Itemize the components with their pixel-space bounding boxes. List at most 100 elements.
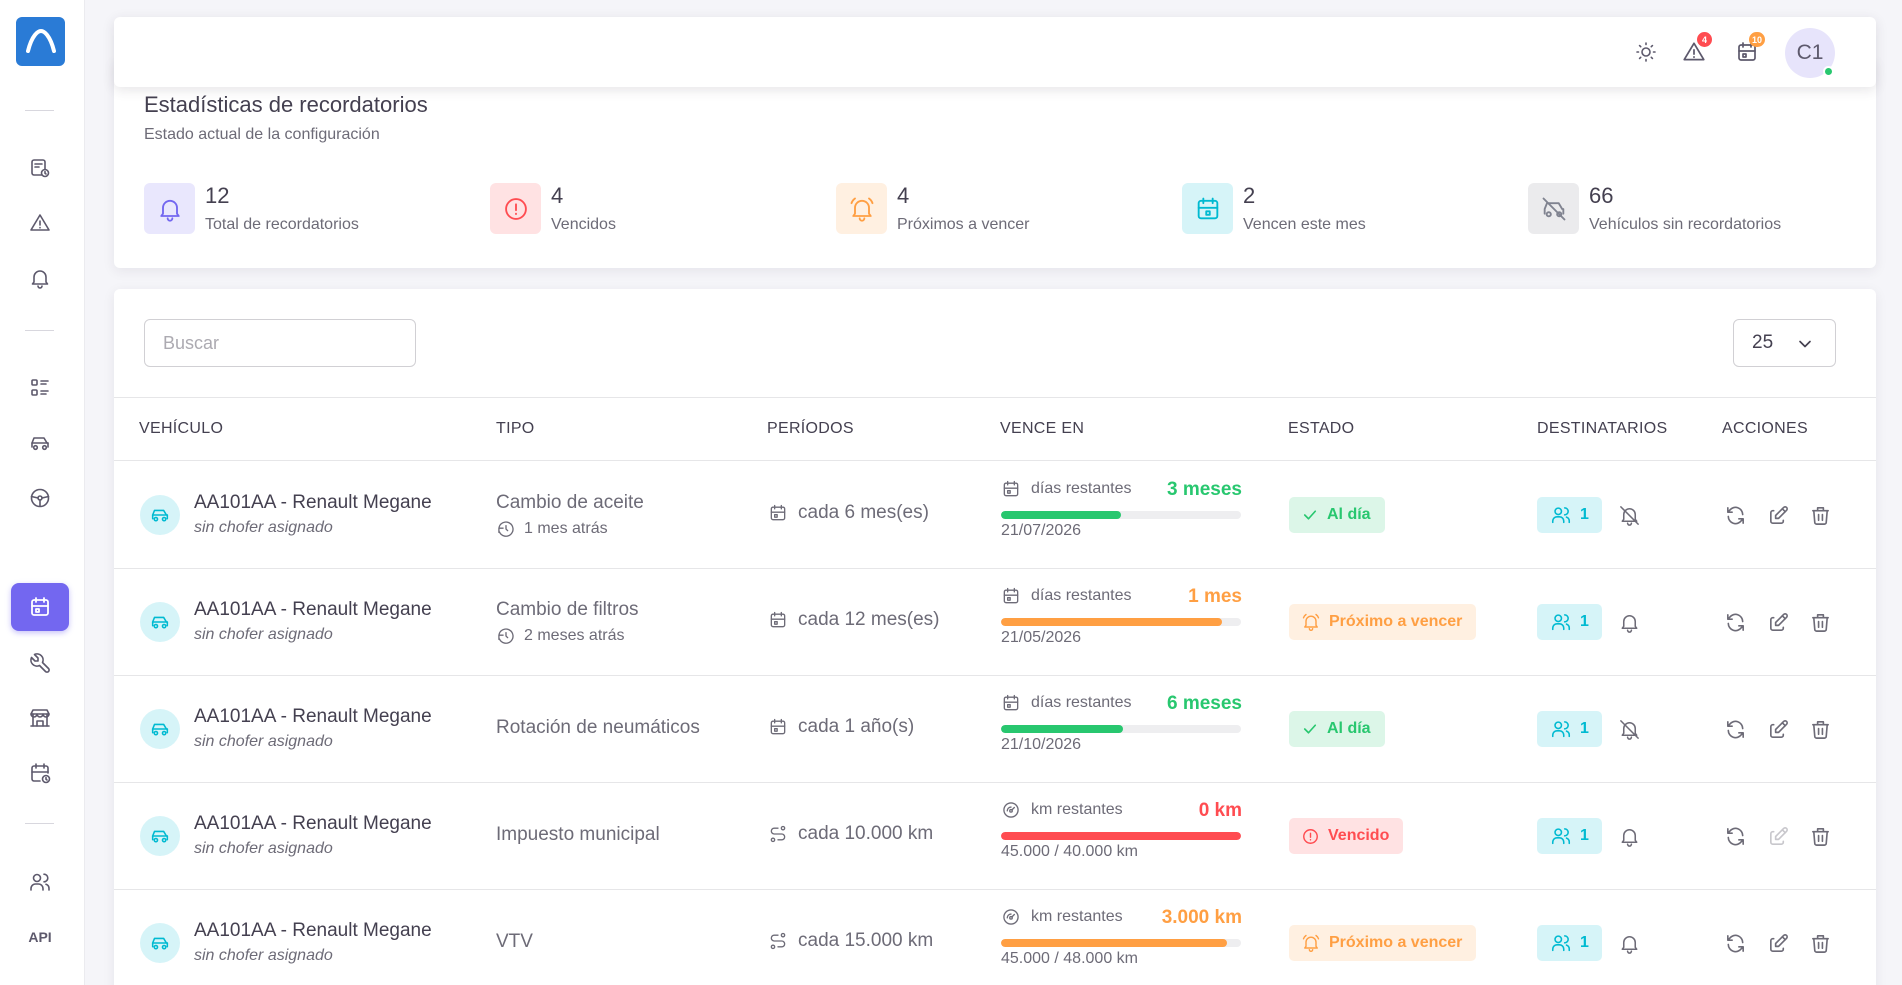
search-input[interactable] <box>144 319 416 367</box>
recipients-button[interactable]: 1 <box>1537 711 1602 747</box>
table-row: AA101AA - Renault Megane sin chofer asign… <box>114 676 1876 783</box>
sidebar-item-drivers[interactable] <box>24 482 56 514</box>
column-header[interactable]: TIPO <box>496 420 535 437</box>
sidebar-item-workshops[interactable] <box>24 702 56 734</box>
theme-toggle-button[interactable] <box>1630 36 1662 68</box>
page-size-select[interactable]: 25 <box>1733 319 1836 367</box>
vehicle-name[interactable]: AA101AA - Renault Megane <box>194 920 432 941</box>
due-progress-fill <box>1001 939 1227 947</box>
period-text: cada 1 año(s) <box>798 716 915 737</box>
stat-label: Vencidos <box>551 216 616 233</box>
sidebar-item-users[interactable] <box>24 866 56 898</box>
due-progress-fill <box>1001 511 1121 519</box>
due-label: días restantes <box>1001 693 1132 713</box>
steering-wheel-icon <box>28 486 52 510</box>
column-header[interactable]: VEHÍCULO <box>139 420 224 437</box>
stat-label: Total de recordatorios <box>205 216 359 233</box>
refresh-icon <box>1724 718 1747 741</box>
wrench-icon <box>28 651 52 675</box>
sidebar: API <box>0 0 85 985</box>
vehicle-name[interactable]: AA101AA - Renault Megane <box>194 492 432 513</box>
due-remaining: 3.000 km <box>1161 907 1242 928</box>
calendar-icon <box>768 610 788 630</box>
stat-value: 12 <box>205 183 230 208</box>
recipients-button[interactable]: 1 <box>1537 818 1602 854</box>
column-header[interactable]: ESTADO <box>1288 420 1355 437</box>
app-logo[interactable] <box>16 17 65 66</box>
users-icon <box>1550 932 1572 954</box>
delete-button[interactable] <box>1807 716 1833 742</box>
calendar-notifications-button[interactable]: 10 <box>1731 32 1765 68</box>
renew-button[interactable] <box>1722 609 1748 635</box>
table-row: AA101AA - Renault Megane sin chofer asign… <box>114 462 1876 569</box>
edit-icon <box>1767 504 1790 527</box>
bell-off-icon <box>1618 718 1641 741</box>
delete-button[interactable] <box>1807 823 1833 849</box>
history-icon <box>496 519 516 539</box>
bell-ringing-icon <box>1301 612 1321 632</box>
delete-button[interactable] <box>1807 502 1833 528</box>
column-header[interactable]: DESTINATARIOS <box>1537 420 1668 437</box>
bell-icon <box>1618 611 1641 634</box>
sidebar-divider <box>25 330 54 331</box>
reminders-table-card: 25 VEHÍCULO TIPO PERÍODOS VENCE EN ESTAD… <box>114 289 1876 985</box>
sidebar-item-alerts[interactable] <box>24 207 56 239</box>
renew-button[interactable] <box>1722 716 1748 742</box>
column-header[interactable]: VENCE EN <box>1000 420 1085 437</box>
user-avatar[interactable]: C1 <box>1785 28 1835 78</box>
sidebar-item-vehicles[interactable] <box>24 427 56 459</box>
notification-toggle[interactable] <box>1616 716 1642 742</box>
calendar-icon <box>28 595 52 619</box>
edit-button[interactable] <box>1765 502 1791 528</box>
vehicle-name[interactable]: AA101AA - Renault Megane <box>194 599 432 620</box>
vehicle-name[interactable]: AA101AA - Renault Megane <box>194 813 432 834</box>
due-progress-bar <box>1001 511 1241 519</box>
stats-subtitle: Estado actual de la configuración <box>144 126 380 143</box>
period-text: cada 12 mes(es) <box>798 609 940 630</box>
driver-name: sin chofer asignado <box>194 947 333 964</box>
period-text: cada 15.000 km <box>798 930 934 951</box>
renew-button[interactable] <box>1722 823 1748 849</box>
edit-button <box>1765 823 1791 849</box>
building-store-icon <box>28 706 52 730</box>
notification-toggle[interactable] <box>1616 930 1642 956</box>
edit-button[interactable] <box>1765 716 1791 742</box>
reminder-type: Cambio de aceite <box>496 492 644 513</box>
alert-circle-icon <box>1301 827 1320 846</box>
recipients-button[interactable]: 1 <box>1537 925 1602 961</box>
bell-icon <box>1618 932 1641 955</box>
sidebar-item-list[interactable] <box>24 372 56 404</box>
column-header[interactable]: PERÍODOS <box>767 420 854 437</box>
renew-button[interactable] <box>1722 502 1748 528</box>
period-text: cada 10.000 km <box>798 823 934 844</box>
vehicle-name[interactable]: AA101AA - Renault Megane <box>194 706 432 727</box>
due-label-text: km restantes <box>1031 908 1123 925</box>
recipients-button[interactable]: 1 <box>1537 497 1602 533</box>
check-icon <box>1301 720 1319 738</box>
status-text: Al día <box>1327 506 1371 523</box>
notification-toggle[interactable] <box>1616 502 1642 528</box>
status-badge: Al día <box>1289 497 1385 533</box>
renew-button[interactable] <box>1722 930 1748 956</box>
sidebar-item-maintenance[interactable] <box>24 647 56 679</box>
reminder-stats-card: Estadísticas de recordatorios Estado act… <box>114 60 1876 268</box>
recipients-button[interactable]: 1 <box>1537 604 1602 640</box>
status-badge: Próximo a vencer <box>1289 604 1477 640</box>
status-badge: Al día <box>1289 711 1385 747</box>
edit-button[interactable] <box>1765 609 1791 635</box>
sidebar-item-notifications[interactable] <box>24 262 56 294</box>
delete-button[interactable] <box>1807 609 1833 635</box>
alerts-button[interactable]: 4 <box>1678 32 1712 68</box>
reminder-period: cada 1 año(s) <box>768 716 914 738</box>
delete-button[interactable] <box>1807 930 1833 956</box>
notification-toggle[interactable] <box>1616 609 1642 635</box>
sidebar-item-reminders[interactable] <box>11 583 69 631</box>
edit-button[interactable] <box>1765 930 1791 956</box>
refresh-icon <box>1724 504 1747 527</box>
notification-toggle[interactable] <box>1616 823 1642 849</box>
sidebar-item-vehicle-docs[interactable] <box>24 152 56 184</box>
due-label: km restantes <box>1001 907 1123 927</box>
sidebar-item-calendar-schedule[interactable] <box>24 757 56 789</box>
sidebar-item-api[interactable]: API <box>28 929 52 945</box>
edit-icon <box>1767 718 1790 741</box>
